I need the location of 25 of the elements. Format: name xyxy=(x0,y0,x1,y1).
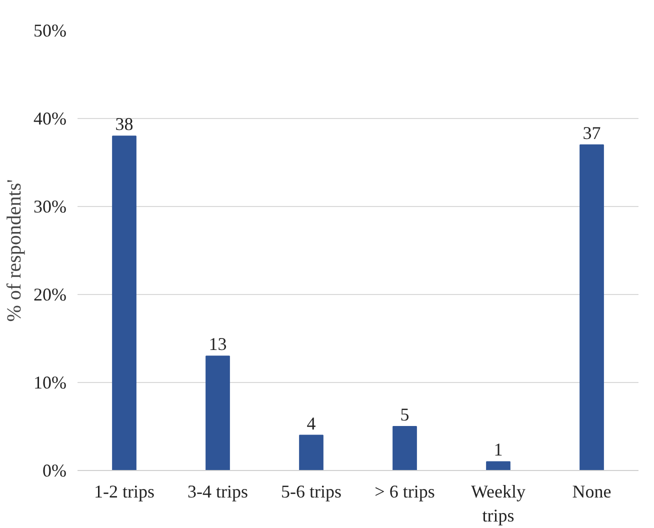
x-tick-label: 3-4 trips xyxy=(188,482,248,502)
bar xyxy=(580,144,604,470)
x-tick-label: 1-2 trips xyxy=(94,482,154,502)
x-tick-label: Weekly trips xyxy=(470,482,526,526)
y-tick-label: 50% xyxy=(34,20,67,40)
y-tick-label: 30% xyxy=(34,196,67,216)
data-label: 38 xyxy=(115,114,134,134)
x-tick-label: 5-6 trips xyxy=(281,482,342,502)
y-tick-label: 20% xyxy=(34,284,67,304)
x-tick-label: > 6 trips xyxy=(374,482,435,502)
data-label: 13 xyxy=(208,334,227,354)
bar xyxy=(299,434,324,470)
y-tick-label: 10% xyxy=(34,372,67,392)
data-label: 37 xyxy=(582,122,601,143)
bar xyxy=(486,461,510,470)
x-tick-label: None xyxy=(572,482,612,502)
y-axis-title: % of respondents' xyxy=(4,179,26,322)
y-tick-label: 0% xyxy=(42,460,67,480)
data-label: 1 xyxy=(494,440,503,460)
data-label: 4 xyxy=(306,413,316,434)
bar xyxy=(112,136,136,470)
bar xyxy=(206,356,230,470)
data-label: 5 xyxy=(400,404,410,424)
bar xyxy=(392,426,417,470)
y-tick-label: 40% xyxy=(34,108,67,128)
